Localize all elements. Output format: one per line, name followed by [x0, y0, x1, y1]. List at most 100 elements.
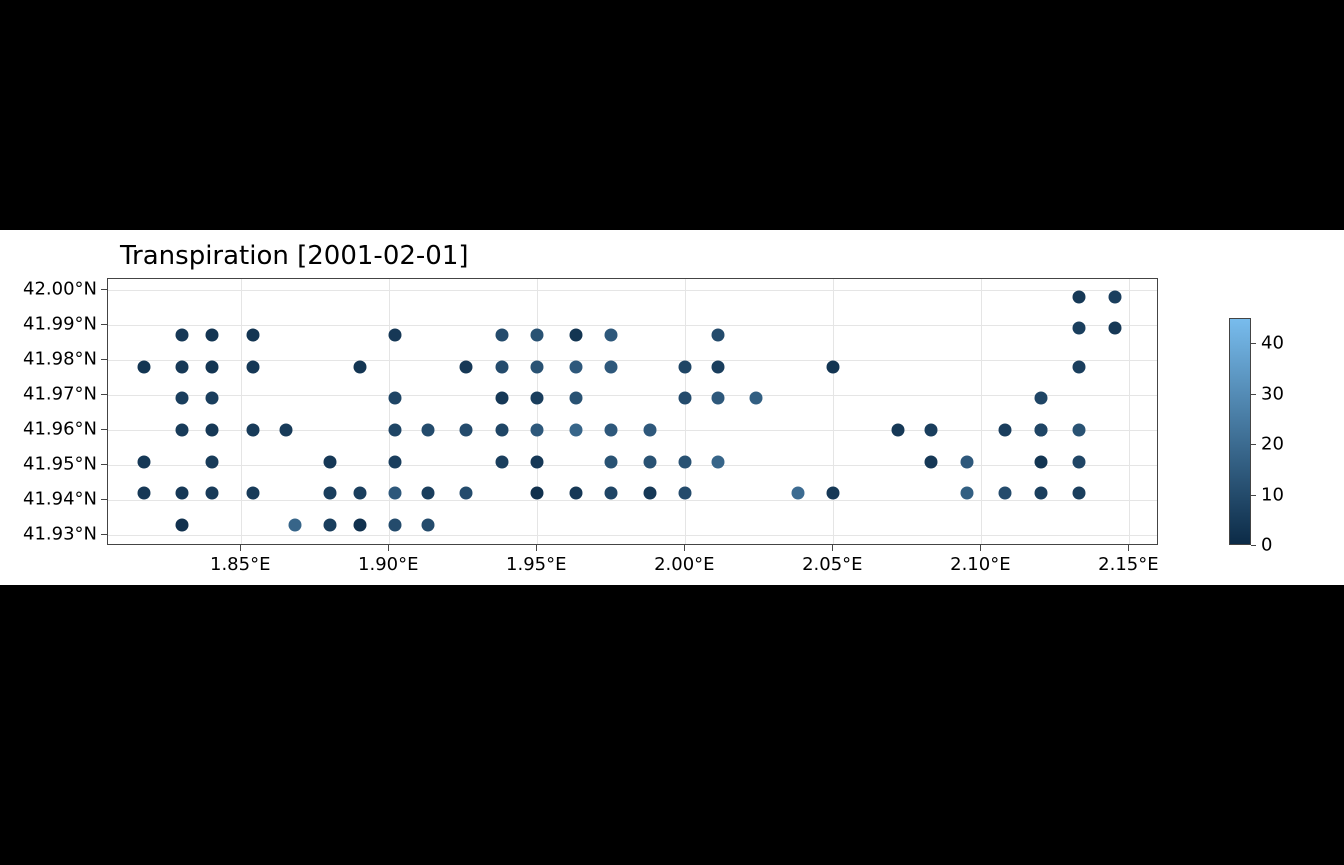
- data-point: [1034, 487, 1047, 500]
- data-point: [247, 360, 260, 373]
- y-tick-label: 41.97°N: [23, 383, 97, 404]
- x-gridline: [833, 279, 834, 544]
- y-tick-label: 41.93°N: [23, 524, 97, 545]
- y-gridline: [108, 325, 1157, 326]
- data-point: [389, 487, 402, 500]
- y-gridline: [108, 465, 1157, 466]
- data-point: [1034, 455, 1047, 468]
- colorbar-tick-label: 10: [1261, 484, 1284, 505]
- y-tick-mark: [101, 499, 107, 500]
- data-point: [247, 424, 260, 437]
- data-point: [176, 329, 189, 342]
- data-point: [643, 487, 656, 500]
- x-gridline: [537, 279, 538, 544]
- y-tick-mark: [101, 464, 107, 465]
- x-tick-label: 2.15°E: [1098, 554, 1158, 575]
- data-point: [960, 455, 973, 468]
- y-tick-mark: [101, 534, 107, 535]
- data-point: [711, 455, 724, 468]
- data-point: [205, 455, 218, 468]
- y-tick-label: 41.94°N: [23, 489, 97, 510]
- data-point: [353, 518, 366, 531]
- x-gridline: [981, 279, 982, 544]
- data-point: [925, 424, 938, 437]
- data-point: [569, 392, 582, 405]
- x-tick-mark: [1128, 545, 1129, 551]
- y-tick-mark: [101, 324, 107, 325]
- data-point: [389, 518, 402, 531]
- data-point: [1073, 290, 1086, 303]
- data-point: [495, 455, 508, 468]
- x-gridline: [685, 279, 686, 544]
- data-point: [421, 487, 434, 500]
- data-point: [288, 518, 301, 531]
- y-tick-mark: [101, 289, 107, 290]
- y-tick-mark: [101, 429, 107, 430]
- colorbar-tick-mark: [1251, 495, 1256, 496]
- data-point: [605, 360, 618, 373]
- data-point: [605, 329, 618, 342]
- data-point: [531, 455, 544, 468]
- y-tick-label: 41.99°N: [23, 313, 97, 334]
- colorbar-tick-mark: [1251, 394, 1256, 395]
- data-point: [643, 424, 656, 437]
- x-tick-label: 1.85°E: [210, 554, 270, 575]
- x-tick-label: 2.10°E: [950, 554, 1010, 575]
- colorbar-tick-mark: [1251, 545, 1256, 546]
- data-point: [389, 455, 402, 468]
- x-tick-label: 2.05°E: [802, 554, 862, 575]
- data-point: [1073, 487, 1086, 500]
- x-gridline: [241, 279, 242, 544]
- data-point: [1073, 455, 1086, 468]
- scatter-plot-area: [107, 278, 1158, 545]
- data-point: [421, 518, 434, 531]
- data-point: [605, 487, 618, 500]
- y-tick-label: 41.98°N: [23, 348, 97, 369]
- data-point: [324, 518, 337, 531]
- data-point: [460, 360, 473, 373]
- data-point: [137, 487, 150, 500]
- data-point: [205, 487, 218, 500]
- data-point: [205, 329, 218, 342]
- data-point: [827, 360, 840, 373]
- data-point: [1108, 290, 1121, 303]
- data-point: [791, 487, 804, 500]
- data-point: [750, 392, 763, 405]
- y-gridline: [108, 535, 1157, 536]
- data-point: [1073, 424, 1086, 437]
- data-point: [205, 360, 218, 373]
- data-point: [892, 424, 905, 437]
- data-point: [247, 329, 260, 342]
- colorbar-tick-label: 40: [1261, 333, 1284, 354]
- data-point: [531, 329, 544, 342]
- data-point: [531, 360, 544, 373]
- data-point: [679, 360, 692, 373]
- data-point: [531, 424, 544, 437]
- y-tick-label: 41.96°N: [23, 419, 97, 440]
- data-point: [353, 360, 366, 373]
- data-point: [960, 487, 973, 500]
- data-point: [460, 424, 473, 437]
- data-point: [137, 455, 150, 468]
- y-tick-mark: [101, 394, 107, 395]
- data-point: [176, 487, 189, 500]
- data-point: [137, 360, 150, 373]
- data-point: [495, 360, 508, 373]
- data-point: [531, 487, 544, 500]
- data-point: [711, 329, 724, 342]
- data-point: [1073, 360, 1086, 373]
- y-tick-mark: [101, 359, 107, 360]
- data-point: [176, 360, 189, 373]
- data-point: [1034, 424, 1047, 437]
- data-point: [389, 392, 402, 405]
- y-tick-label: 41.95°N: [23, 454, 97, 475]
- data-point: [176, 424, 189, 437]
- data-point: [679, 487, 692, 500]
- data-point: [925, 455, 938, 468]
- y-tick-label: 42.00°N: [23, 278, 97, 299]
- data-point: [643, 455, 656, 468]
- data-point: [247, 487, 260, 500]
- data-point: [711, 360, 724, 373]
- data-point: [205, 392, 218, 405]
- data-point: [279, 424, 292, 437]
